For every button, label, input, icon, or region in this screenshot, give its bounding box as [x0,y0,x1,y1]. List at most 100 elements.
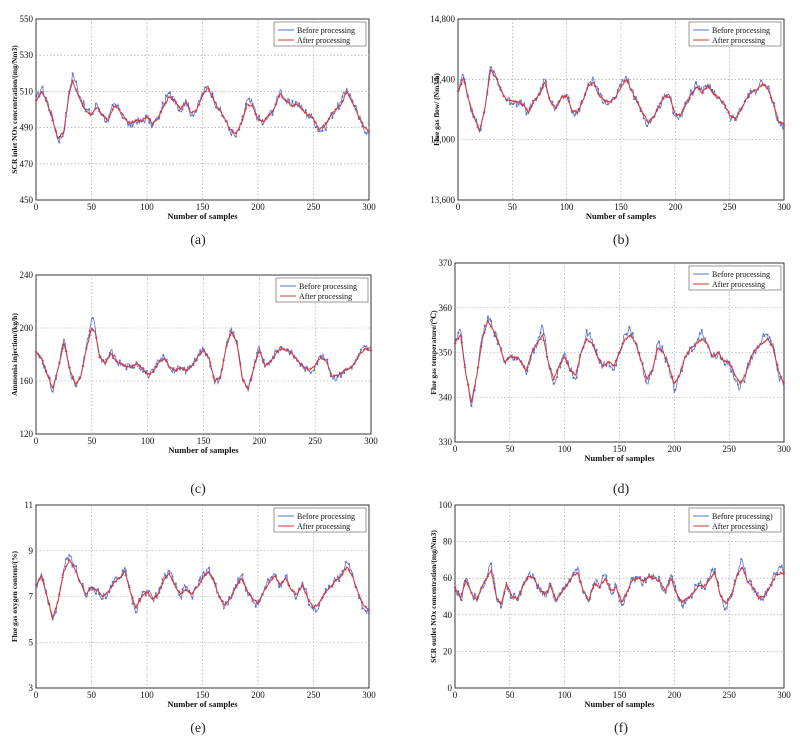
data-point [641,584,644,587]
data-point [534,97,538,100]
data-point [337,105,341,108]
data-point [651,369,654,372]
data-point [281,95,284,99]
x-tick-label: 200 [253,436,267,446]
data-point [483,579,486,583]
x-tick-label: 50 [505,444,515,454]
data-point [284,575,287,577]
data-point [733,582,736,586]
data-point [479,124,483,128]
data-point [753,349,756,353]
data-point [572,371,575,375]
data-point [734,119,736,121]
data-point [307,598,311,602]
data-point [595,348,598,351]
data-point [191,597,194,600]
data-point [195,359,198,362]
data-point [523,581,525,584]
y-axis-label: SCR outlet NOx concentration/(mg/Nm3) [429,530,438,663]
data-point [516,599,519,602]
data-point [509,593,513,596]
data-point [225,344,229,347]
legend-label: After processing [297,522,350,531]
data-point [513,592,516,595]
data-point [529,357,532,360]
data-point [528,106,531,109]
data-point [555,369,559,373]
data-point [739,380,743,383]
data-point [622,80,626,84]
data-point [598,358,602,362]
y-tick-label: 5 [29,637,34,647]
data-point [608,361,611,364]
data-point [463,81,466,84]
data-point [209,365,212,368]
data-point [236,340,238,343]
data-point [95,336,98,340]
data-point [675,112,678,116]
panel-caption: (c) [190,482,206,497]
data-point [720,357,723,360]
data-point [684,598,687,601]
data-point [684,602,687,605]
data-point [161,101,164,104]
data-point [201,93,204,97]
x-tick-label: 100 [140,690,154,700]
data-point [634,576,638,580]
data-point [78,377,81,381]
data-point [111,108,114,112]
data-point [766,588,769,591]
data-point [318,604,320,607]
data-point [105,120,107,123]
data-point [197,103,201,106]
x-tick-label: 200 [668,444,682,454]
data-point [671,106,675,110]
y-axis-label: Flue gas temperature/(℃) [429,310,438,395]
x-tick-label: 100 [560,202,574,212]
data-point [324,588,327,590]
data-point [590,84,593,86]
data-point [363,345,366,348]
data-point [148,372,152,376]
data-point [224,602,228,605]
data-point [194,586,198,590]
data-point [753,590,756,593]
data-point [660,585,664,588]
data-point [532,347,536,351]
data-point [182,368,185,372]
y-tick-label: 0 [448,683,453,693]
data-point [565,584,569,587]
data-point [361,121,364,124]
data-point [314,610,317,613]
data-point [204,90,208,93]
data-point [545,355,549,358]
x-tick-label: 0 [34,690,39,700]
data-point [354,105,357,107]
data-point [542,339,546,342]
data-point [582,589,585,593]
data-point [351,100,354,104]
data-point [234,131,238,135]
data-point [694,583,697,586]
data-point [628,585,631,589]
data-point [672,111,675,114]
data-point [141,591,144,593]
x-axis-label: Number of samples [167,699,238,709]
data-point [688,98,691,101]
data-point [542,333,545,336]
x-tick-label: 300 [777,690,791,700]
data-point [311,607,314,609]
data-point [500,347,502,350]
data-point [358,597,360,599]
data-point [575,568,578,571]
data-point [306,367,309,371]
data-point [539,337,542,341]
data-point [518,100,522,104]
data-point [336,376,339,378]
data-point [615,364,618,367]
data-point [247,104,251,108]
data-point [766,589,769,593]
data-point [264,587,268,590]
data-point [135,361,138,364]
data-point [192,362,195,365]
